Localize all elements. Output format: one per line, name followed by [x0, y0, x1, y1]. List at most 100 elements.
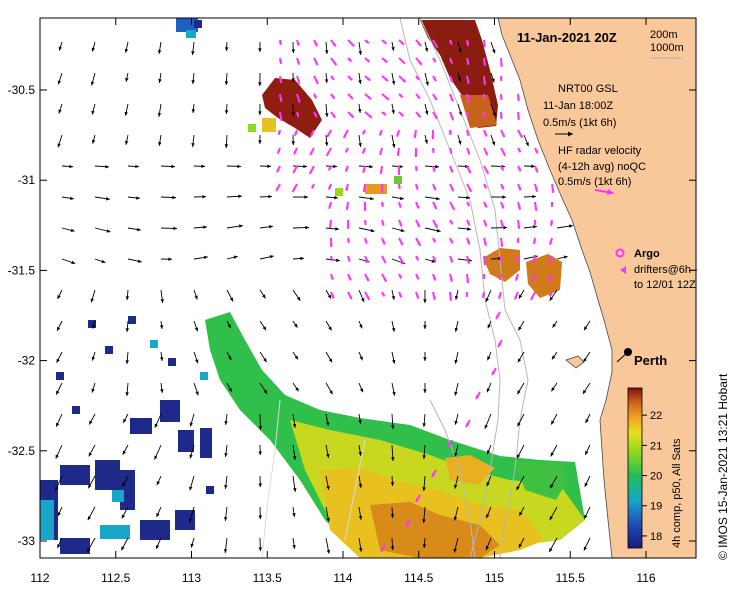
model-arrow-head: [324, 79, 329, 83]
model-arrow-head: [424, 139, 428, 144]
hf-arrow-head: [294, 132, 298, 136]
model-arrow-head: [189, 454, 193, 459]
hf-arrow-head: [397, 171, 401, 175]
isobath-label-200m: 200m: [650, 29, 678, 41]
sst-patch-coastal-a: [483, 248, 520, 282]
drifter-arrow-head: [498, 343, 502, 347]
model-arrow-head: [57, 512, 61, 517]
hf-arrow-head: [449, 169, 453, 173]
hf-arrow-head: [549, 292, 553, 297]
model-arrow-head: [89, 420, 93, 425]
hf-arrow-head: [348, 58, 352, 62]
hf-arrow-head: [451, 206, 455, 210]
hf-arrow-head: [383, 278, 387, 282]
model-arrow-head: [258, 483, 262, 487]
model-arrow-head: [326, 485, 330, 490]
model-arrow-head: [582, 389, 587, 394]
model-arrow-head: [422, 455, 426, 459]
hf-arrow-head: [330, 276, 334, 280]
lon-tick-label: 114: [333, 571, 352, 585]
hf-arrow-head: [484, 151, 488, 156]
hf-arrow-head: [518, 187, 521, 191]
model-arrow-head: [57, 143, 61, 148]
hf-arrow-head: [483, 203, 487, 208]
model-arrow-head: [258, 426, 263, 430]
hf-arrow-head: [379, 132, 383, 136]
model-arrow-head: [467, 227, 471, 231]
hf-legend-line3: 0.5m/s (1kt 6h): [558, 176, 631, 188]
hf-arrow-head: [345, 168, 349, 172]
model-arrow-head: [466, 195, 470, 200]
hf-arrow-head: [532, 259, 536, 263]
hf-arrow-head: [482, 114, 486, 118]
model-arrow-head: [333, 164, 337, 169]
hf-arrow-head: [433, 187, 436, 191]
hf-arrow-head: [400, 41, 405, 45]
hf-arrow-head: [548, 259, 552, 264]
model-arrow-head: [291, 141, 295, 145]
sst-cyan-pixels: [40, 30, 208, 540]
hf-arrow-head: [345, 187, 349, 191]
hf-arrow-head: [466, 132, 470, 136]
model-arrow-head: [189, 422, 194, 427]
hf-arrow-head: [432, 277, 436, 281]
model-arrow-head: [90, 81, 95, 86]
hf-arrow-head: [434, 224, 438, 228]
hf-arrow-head: [465, 293, 469, 297]
model-arrow-head: [194, 327, 199, 332]
model-arrow-head: [191, 80, 195, 84]
model-arrow-head: [486, 514, 490, 519]
model-arrow-head: [268, 194, 272, 199]
hf-arrow-head: [329, 257, 333, 261]
model-arrow-head: [435, 164, 439, 169]
hf-arrow-head: [278, 41, 282, 45]
model-arrow-head: [303, 164, 307, 169]
model-arrow-head: [172, 195, 176, 200]
model-arrow-head: [291, 78, 295, 82]
model-arrow-head: [359, 388, 364, 393]
model-arrow-head: [391, 80, 396, 85]
model-arrow-head: [168, 257, 172, 261]
model-arrow-head: [551, 355, 556, 360]
hf-arrow-head: [500, 166, 504, 171]
model-arrow-head: [517, 454, 521, 459]
model-arrow-head: [390, 425, 395, 429]
model-arrow-head: [454, 359, 458, 364]
hf-arrow-head: [450, 116, 454, 121]
model-arrow-head: [458, 140, 462, 145]
model-arrow-head: [269, 225, 273, 229]
hf-arrow-head: [465, 113, 469, 117]
model-arrow-head: [517, 358, 522, 363]
hf-arrow-head: [466, 279, 470, 283]
hf-arrow-head: [417, 42, 422, 47]
model-arrow-head: [550, 452, 554, 457]
model-arrow-head: [56, 358, 60, 363]
hf-arrow-head: [398, 204, 402, 208]
hf-arrow-head: [368, 114, 372, 118]
hf-arrow-head: [432, 257, 436, 262]
hf-arrow-head: [414, 167, 418, 171]
sst-patch-east: [515, 462, 568, 500]
hf-arrow-head: [433, 205, 437, 210]
model-arrow-head: [358, 420, 362, 424]
model-arrow-head: [525, 142, 529, 147]
hf-arrow-head: [343, 134, 347, 138]
hf-arrow-head: [550, 203, 554, 207]
hf-arrow-head: [385, 96, 389, 100]
model-arrow-head: [194, 295, 198, 300]
hf-arrow-head: [332, 43, 336, 47]
model-arrow-head: [391, 295, 396, 300]
lat-tick-label: -31.5: [8, 263, 36, 277]
colorbar-tick-label: 20: [650, 471, 662, 483]
hf-arrow-head: [433, 96, 437, 101]
hf-arrow-head: [535, 168, 538, 173]
model-arrow-head: [359, 324, 363, 329]
hf-arrow-head: [499, 257, 503, 261]
hf-arrow-head: [517, 206, 521, 210]
model-arrow-head: [191, 51, 195, 55]
nrt-legend-line2: 11-Jan 18:00Z: [543, 100, 613, 112]
hf-arrow-head: [415, 256, 419, 261]
hf-arrow-head: [362, 130, 366, 135]
model-arrow-head: [224, 453, 228, 457]
hf-arrow-head: [432, 296, 436, 300]
